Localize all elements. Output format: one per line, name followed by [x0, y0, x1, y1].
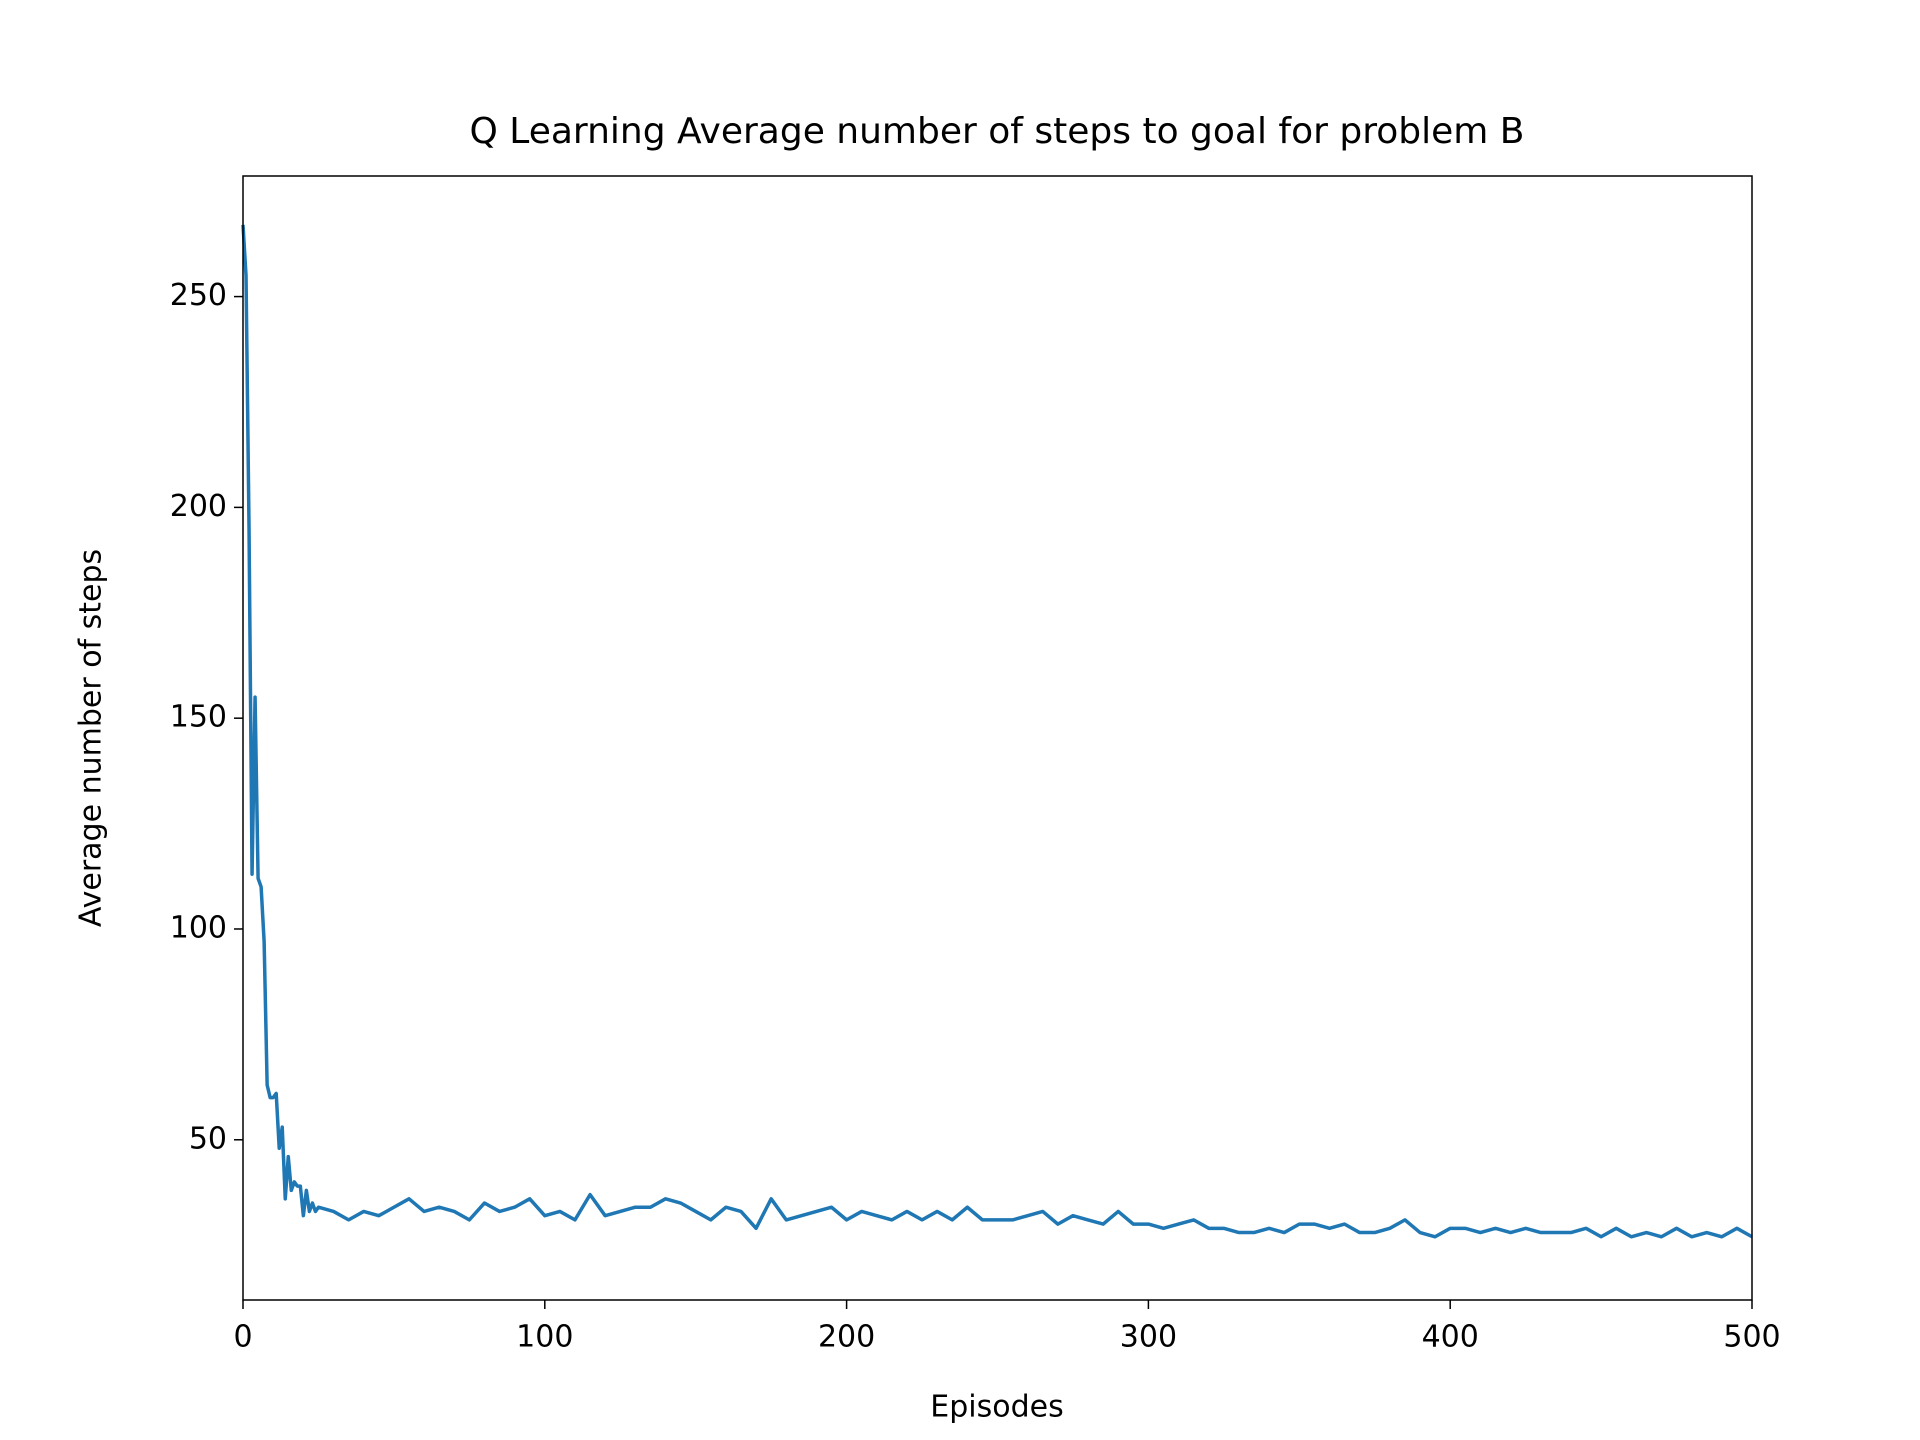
x-tick-label: 400 [1422, 1320, 1479, 1355]
y-axis-label: Average number of steps [74, 549, 109, 927]
data-line [241, 224, 1753, 1239]
x-tick-label: 500 [1723, 1320, 1780, 1355]
chart-title: Q Learning Average number of steps to go… [470, 111, 1525, 152]
x-tick-label: 200 [818, 1320, 875, 1355]
x-tick-label: 100 [516, 1320, 573, 1355]
y-tick-label: 50 [189, 1121, 227, 1156]
x-axis-label: Episodes [930, 1390, 1063, 1425]
y-tick-label: 100 [170, 910, 227, 945]
x-tick-label: 0 [233, 1320, 252, 1355]
y-tick-label: 250 [170, 278, 227, 313]
y-tick-label: 150 [170, 700, 227, 735]
x-tick-label: 300 [1120, 1320, 1177, 1355]
y-tick-label: 200 [170, 489, 227, 524]
plot-frame [242, 175, 1753, 1301]
